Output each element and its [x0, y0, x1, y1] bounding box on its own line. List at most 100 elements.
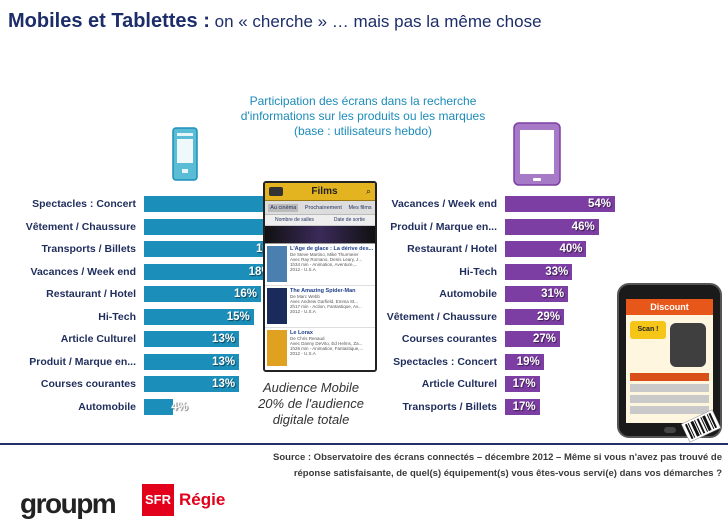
footer-divider: [0, 443, 728, 445]
phone-home-button: [664, 427, 676, 433]
bar-row: Article Culturel 17%: [0, 376, 728, 392]
bar-category-label: Article Culturel: [60, 333, 136, 345]
app-menu-item: [630, 373, 709, 381]
bar-row: Produit / Marque en... 13%: [0, 353, 728, 370]
film-info: The Amazing Spider-Man De Marc Webb Avec…: [290, 288, 373, 325]
bar: 17%: [505, 376, 540, 392]
app-menu-item: [630, 395, 709, 403]
film-line: 1h34 min - Animation, Aventure,...: [290, 262, 358, 267]
bar-category-label: Vacances / Week end: [30, 265, 136, 278]
film-info: L'Âge de glace : La dérive des... De Ste…: [290, 246, 373, 283]
bar-category-label: Produit / Marque en...: [390, 220, 497, 233]
bar-row: Spectacles : Concert 19%: [0, 353, 728, 370]
bar-row: Courses courantes 27%: [0, 331, 728, 347]
bar-category-label: Produit / Marque en...: [29, 355, 136, 368]
scan-badge: Scan !: [630, 321, 666, 339]
bar: 19%: [505, 353, 544, 370]
bar-value-label: 29%: [537, 310, 561, 323]
film-title: L'Âge de glace : La dérive des...: [290, 246, 373, 252]
film-line: Avec Ray Romano, Denis Leary, J...: [290, 257, 363, 262]
bar-category-label: Spectacles : Concert: [393, 355, 497, 368]
bar-row: Transports / Billets 17%: [0, 398, 728, 415]
app-menu-item: [630, 384, 709, 392]
source-line: Source : Observatoire des écrans connect…: [273, 452, 722, 463]
film-line: De Marc Webb: [290, 294, 320, 299]
app-tab: Au cinéma: [268, 203, 299, 212]
film-title: The Amazing Spider-Man: [290, 288, 356, 294]
regie-logo-text: Régie: [179, 490, 226, 509]
app-subtab: Nombre de salles: [274, 217, 314, 223]
discount-banner: Discount: [626, 299, 713, 315]
app-menu-list: [630, 373, 709, 417]
bar: [144, 398, 174, 415]
groupm-logo: groupm: [20, 488, 117, 519]
app-header: Films ⌕: [265, 183, 375, 201]
tablet-icon: [513, 122, 561, 186]
bar-row: Hi-Tech 15%: [0, 308, 728, 325]
app-tab: Mes films: [348, 204, 372, 211]
bar-value-label: 54%: [587, 198, 611, 210]
subtitle-line: d'informations sur les produits ou les m…: [240, 109, 486, 123]
bar: 16%: [144, 286, 262, 302]
chart-subtitle: Participation des écrans dans la recherc…: [208, 94, 518, 139]
title-rest: on « cherche » … mais pas la même chose: [209, 12, 542, 31]
sfr-logo: SFR: [142, 484, 174, 516]
bar-value-label: 13%: [212, 333, 236, 345]
film-poster: [267, 246, 287, 282]
bar-value-label: 31%: [541, 288, 565, 300]
bar-row: Vêtement / Chaussure 29%: [0, 308, 728, 325]
smartphone-photo: Discount Scan !: [617, 283, 722, 438]
bar-category-label: Spectacles : Concert: [32, 198, 136, 210]
bar-category-label: Courses courantes: [40, 378, 136, 390]
bar-category-label: Hi-Tech: [459, 265, 497, 278]
bar-row: Automobile 4%: [0, 398, 728, 415]
audience-line: Audience Mobile: [262, 380, 360, 395]
audience-line: digitale totale: [272, 412, 350, 427]
film-poster: [267, 288, 287, 324]
film-line: De Chris Renaud: [290, 336, 325, 341]
bar-category-label: Automobile: [439, 288, 497, 300]
app-mascot: [670, 323, 706, 367]
bar-value-label: 46%: [571, 220, 595, 233]
mobile-app-screenshot: Films ⌕ Au cinéma Prochainement Mes film…: [263, 181, 377, 372]
film-line: Avec Andrew Garfield, Emma St...: [290, 299, 358, 304]
film-line: 1h26 min - Animation, Fantastique,...: [290, 346, 364, 351]
bar: 13%: [144, 376, 240, 392]
bar: 33%: [505, 263, 573, 280]
smartphone-icon: [172, 127, 198, 181]
bar: 29%: [505, 308, 565, 325]
film-line: De Steve Martino, Mike Thurmeier: [290, 252, 359, 257]
bar-category-label: Restaurant / Hotel: [407, 243, 497, 255]
bar-category-label: Hi-Tech: [98, 310, 136, 323]
bar: 40%: [505, 241, 587, 257]
film-line: 2h17 min - Action, Fantastique, Av...: [290, 304, 362, 309]
bar-value-label: 40%: [559, 243, 583, 255]
subtitle-line: Participation des écrans dans la recherc…: [249, 94, 477, 108]
bar-value-label: 19%: [516, 355, 540, 368]
bar-category-label: Automobile: [78, 400, 136, 413]
bar-category-label: Restaurant / Hotel: [46, 288, 136, 300]
bar-value-label: 17%: [512, 400, 536, 413]
bar-value-label: 16%: [234, 288, 258, 300]
film-line: 2012 - U.S.A: [290, 267, 316, 272]
bar: 13%: [144, 353, 240, 370]
bar: 46%: [505, 218, 599, 235]
bar: 17%: [505, 398, 540, 415]
bar-value-label: 13%: [212, 355, 236, 368]
bar-row: Automobile 31%: [0, 286, 728, 302]
bar-row: Produit / Marque en... 46%: [0, 218, 728, 235]
bar-value-label: 17%: [512, 378, 536, 390]
film-line: Avec Danny DeVito, Ed Helms, Za...: [290, 341, 363, 346]
bar-row: Vêtement / Chaussure20%: [0, 218, 728, 235]
bar-value-label: 15%: [226, 310, 250, 323]
slide-title: Mobiles et Tablettes : on « cherche » … …: [8, 10, 542, 33]
film-info: Le Lorax De Chris Renaud Avec Danny DeVi…: [290, 330, 373, 368]
film-item: L'Âge de glace : La dérive des... De Ste…: [265, 244, 375, 286]
audience-line: 20% de l'audience: [258, 396, 364, 411]
bar-row: Restaurant / Hotel 40%: [0, 241, 728, 257]
bar-category-label: Transports / Billets: [402, 400, 497, 413]
app-logo: [269, 187, 283, 196]
source-note: Source : Observatoire des écrans connect…: [273, 450, 722, 482]
bar-category-label: Vêtement / Chaussure: [25, 220, 136, 233]
bar-row: Vacances / Week end 54%: [0, 196, 728, 212]
